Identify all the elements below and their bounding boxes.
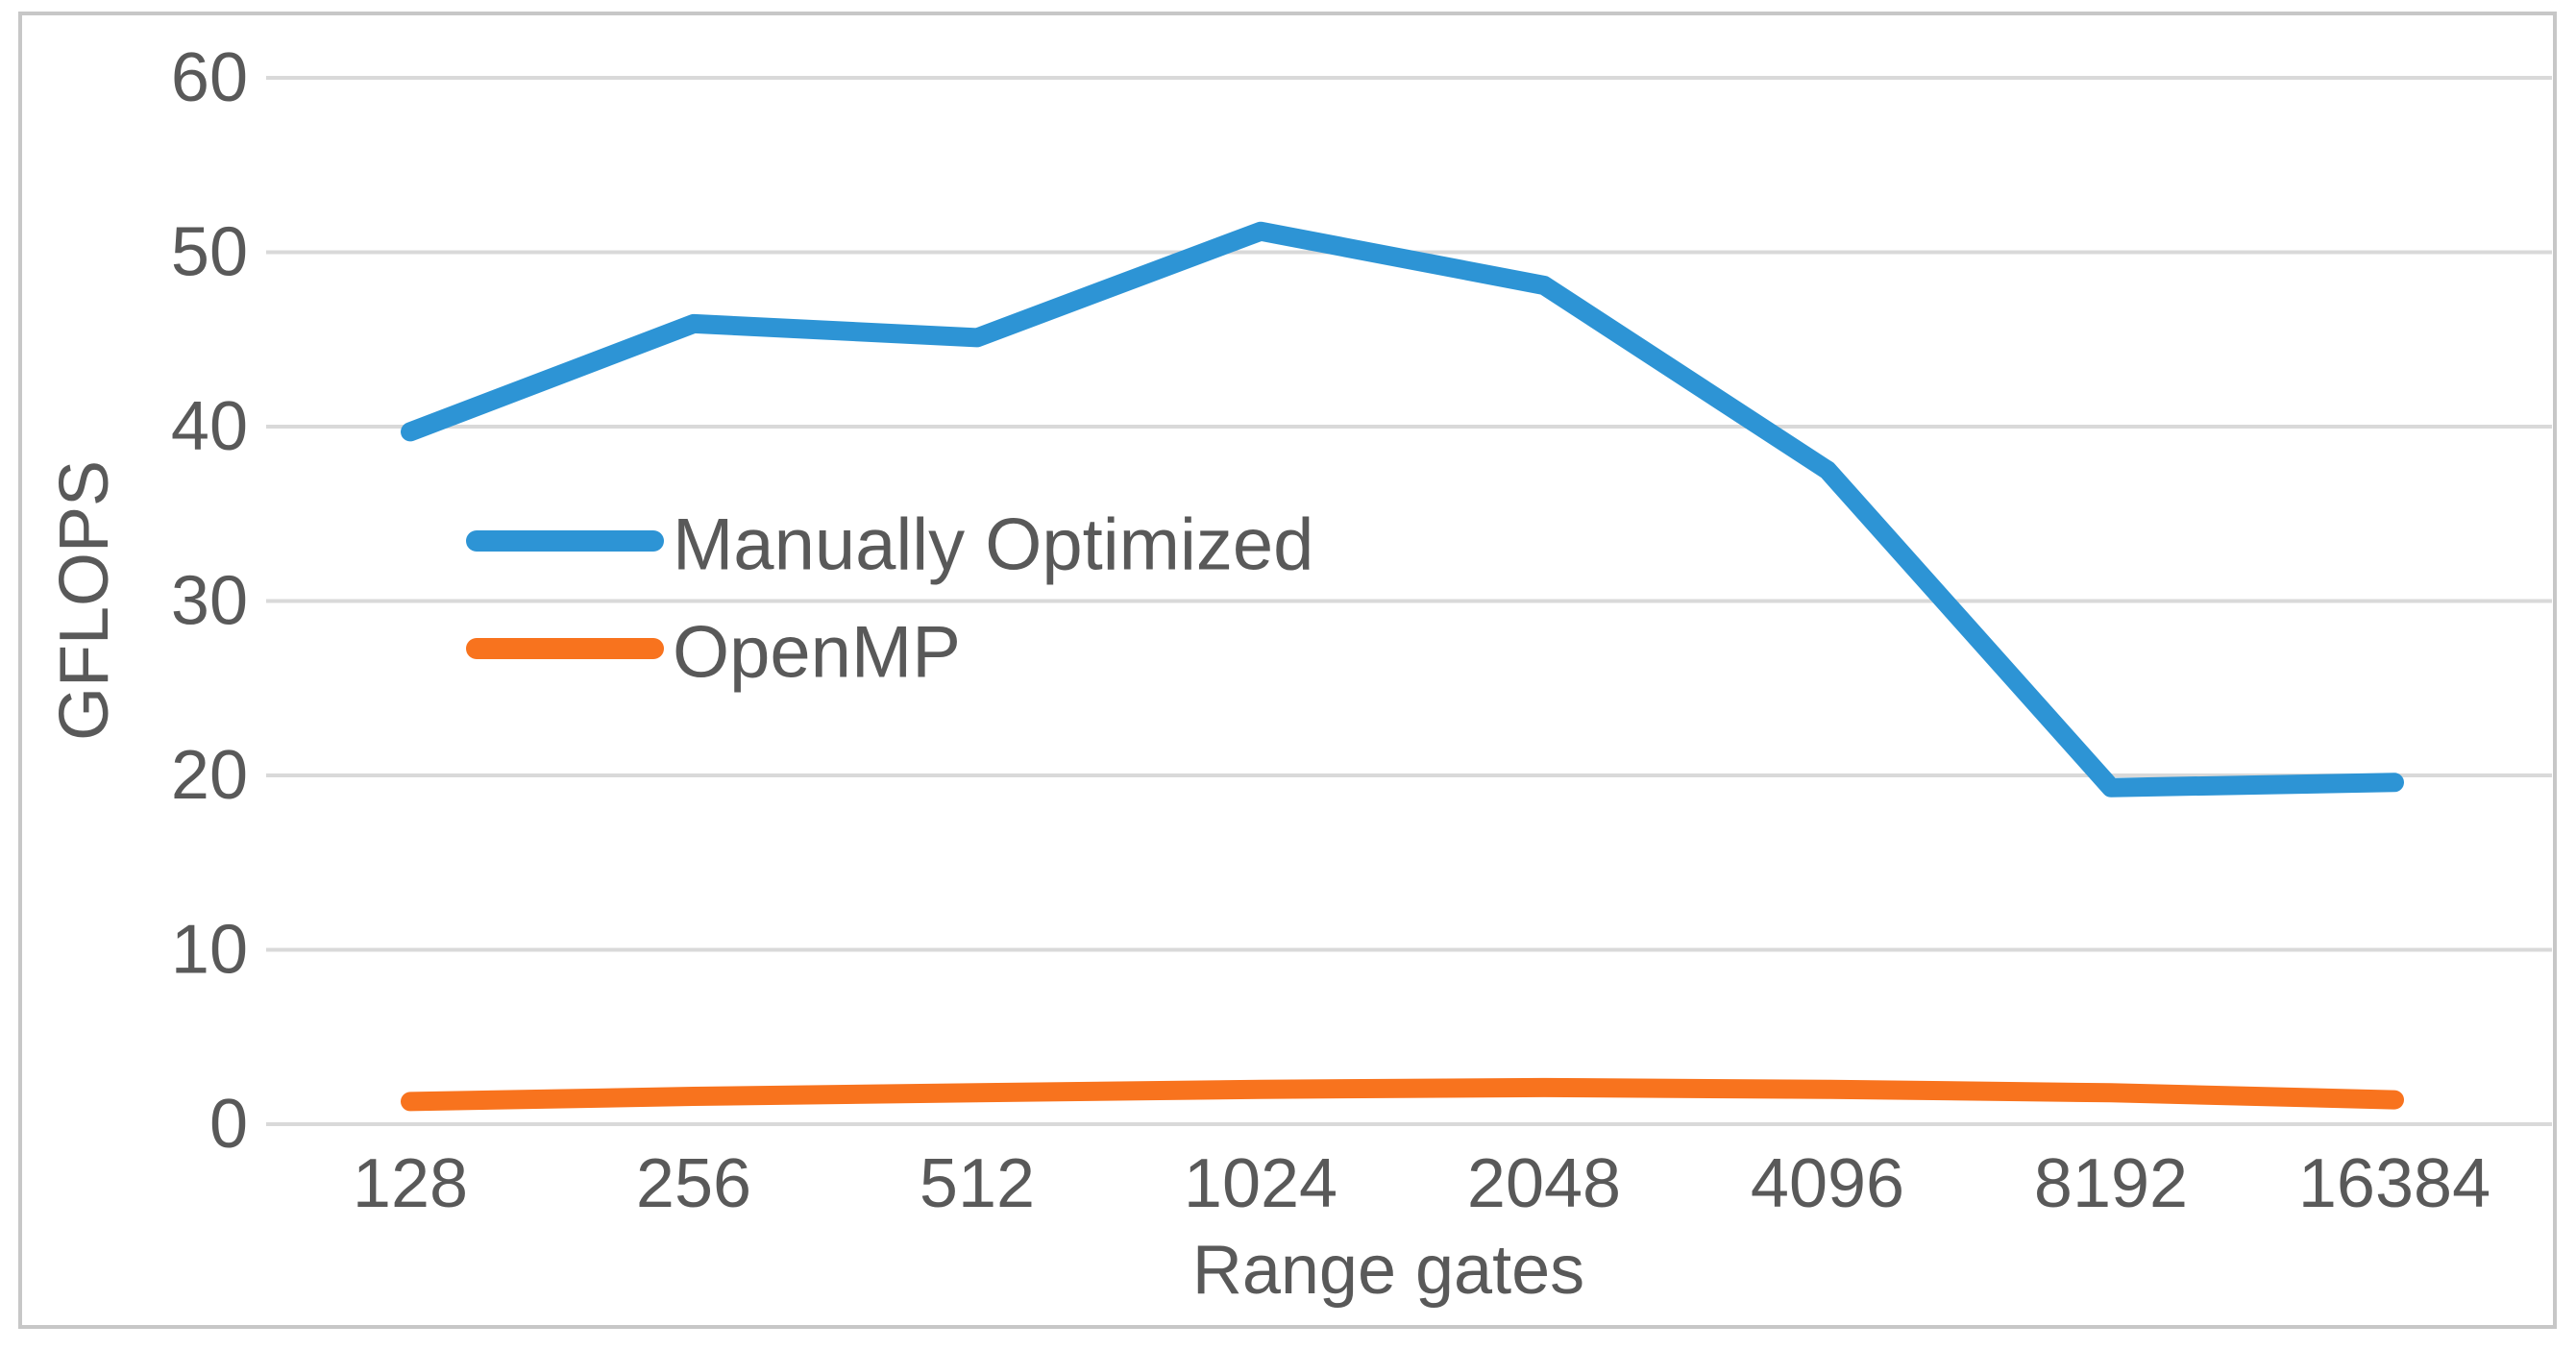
legend-label-openmp: OpenMP	[673, 612, 961, 694]
y-tick-label-10: 10	[171, 912, 248, 989]
y-tick-label-30: 30	[171, 563, 248, 640]
series-line-openmp	[401, 1077, 2404, 1112]
y-axis-title: GFLOPS	[46, 460, 123, 741]
x-tick-label-128: 128	[353, 1145, 468, 1222]
legend-label-manually-optimized: Manually Optimized	[673, 504, 1313, 586]
legend: Manually Optimized OpenMP	[466, 504, 1313, 694]
x-tick-label-4096: 4096	[1751, 1145, 1904, 1222]
legend-item-manually-optimized: Manually Optimized	[466, 504, 1313, 586]
y-tick-label-40: 40	[171, 388, 248, 465]
x-axis-title: Range gates	[1192, 1232, 1584, 1309]
y-tick-label-0: 0	[209, 1086, 248, 1163]
legend-item-openmp: OpenMP	[466, 612, 961, 694]
y-tick-label-20: 20	[171, 737, 248, 814]
y-tick-label-50: 50	[171, 214, 248, 291]
chart-frame	[18, 12, 2557, 1329]
x-tick-label-8192: 8192	[2034, 1145, 2188, 1222]
x-tick-label-512: 512	[920, 1145, 1035, 1222]
y-axis-tick-labels: 0 10 20 30 40 50 60	[171, 39, 248, 1163]
x-axis-tick-labels: 128 256 512 1024 2048 4096 8192 16384	[353, 1145, 2490, 1222]
x-tick-label-1024: 1024	[1184, 1145, 1337, 1222]
series-lines	[401, 221, 2404, 1112]
y-tick-label-60: 60	[171, 39, 248, 116]
gridlines	[266, 76, 2552, 1126]
x-tick-label-16384: 16384	[2298, 1145, 2490, 1222]
x-tick-label-256: 256	[636, 1145, 751, 1222]
series-line-manually-optimized	[401, 221, 2404, 798]
x-tick-label-2048: 2048	[1467, 1145, 1621, 1222]
